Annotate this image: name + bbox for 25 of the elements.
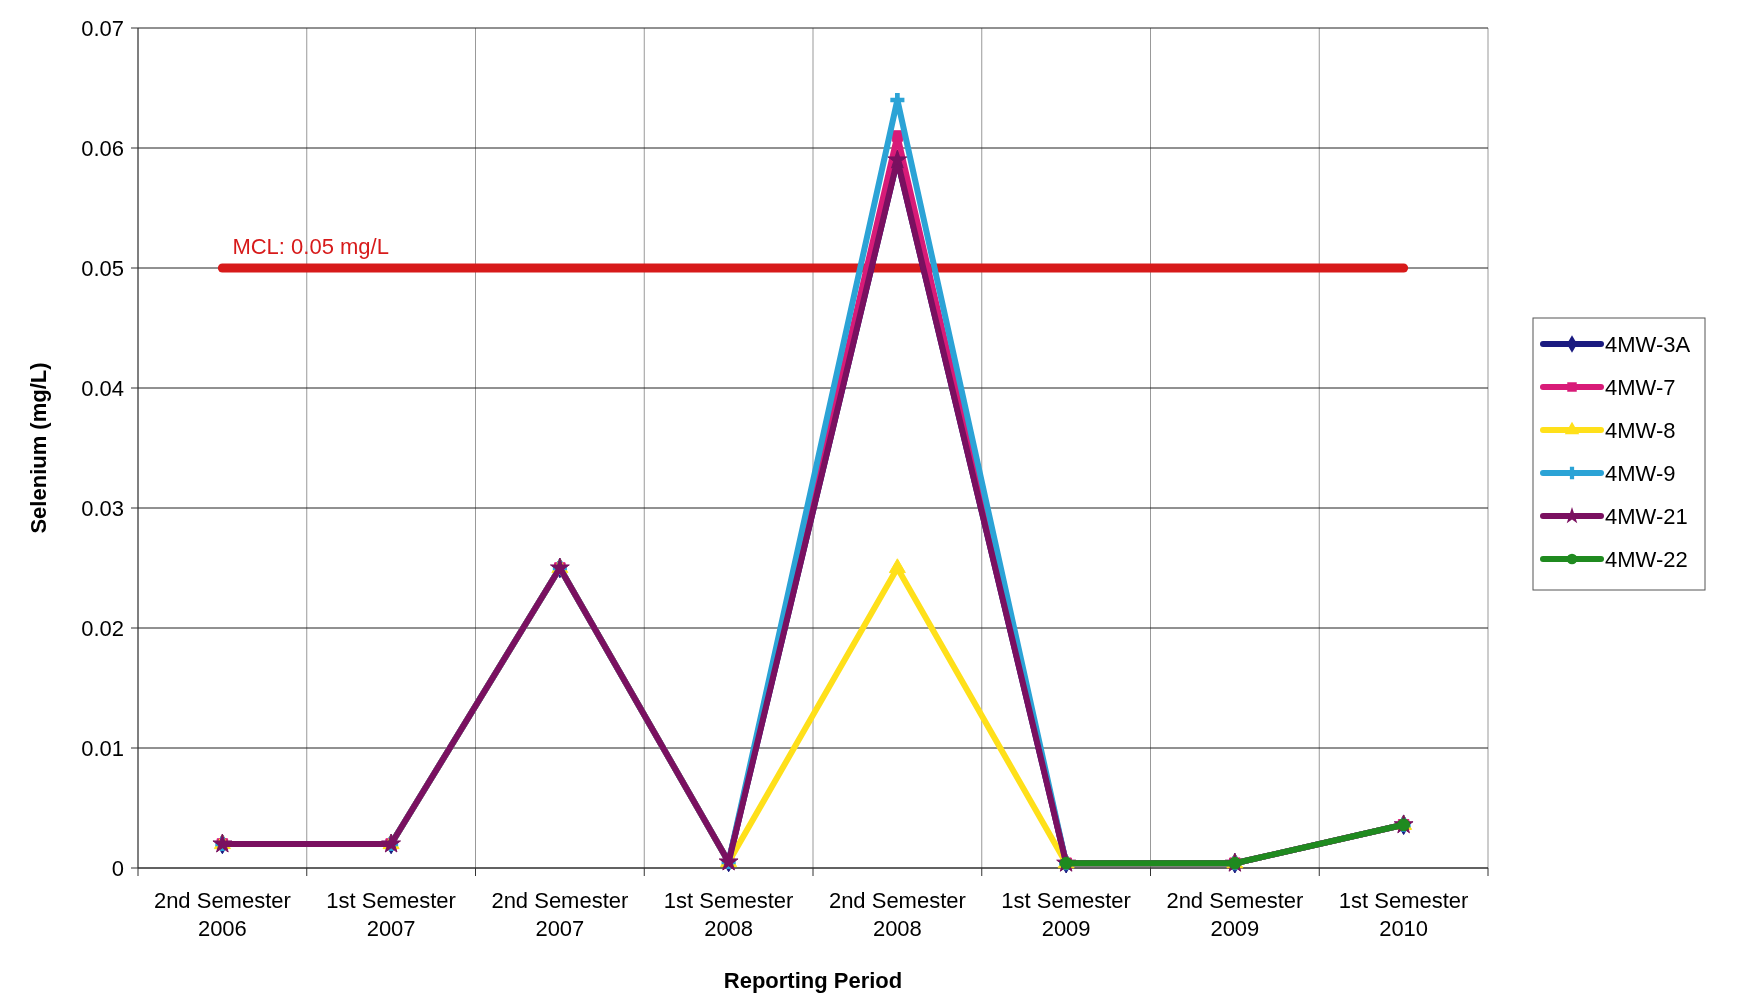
y-tick-label: 0.02 (81, 615, 124, 641)
legend-label: 4MW-9 (1605, 460, 1676, 486)
y-tick-label: 0.04 (81, 375, 124, 401)
y-tick-label: 0.07 (81, 15, 124, 41)
legend-label: 4MW-3A (1605, 331, 1691, 357)
y-tick-label: 0.03 (81, 495, 124, 521)
y-tick-label: 0.05 (81, 255, 124, 281)
x-tick-label: 2nd Semester 2008 (828, 888, 966, 941)
legend-label: 4MW-7 (1605, 374, 1676, 400)
x-tick-label: 1st Semester 2009 (1001, 888, 1131, 941)
x-tick-label: 1st Semester 2007 (326, 888, 456, 941)
y-axis-title: Selenium (mg/L) (26, 362, 51, 534)
legend-label: 4MW-8 (1605, 417, 1676, 443)
x-tick-label: 2nd Semester 2007 (491, 888, 629, 941)
y-tick-label: 0.01 (81, 735, 124, 761)
legend-label: 4MW-22 (1605, 546, 1688, 572)
legend-label: 4MW-21 (1605, 503, 1688, 529)
x-tick-label: 1st Semester 2008 (663, 888, 794, 941)
x-tick-label: 1st Semester 2010 (1338, 888, 1469, 941)
y-tick-label: 0.06 (81, 135, 124, 161)
y-tick-label: 0 (111, 855, 124, 881)
x-tick-label: 2nd Semester 2006 (153, 888, 291, 941)
x-tick-label: 2nd Semester 2009 (1166, 888, 1304, 941)
ref-line-label: MCL: 0.05 mg/L (232, 234, 389, 259)
x-axis-title: Reporting Period (723, 968, 903, 993)
